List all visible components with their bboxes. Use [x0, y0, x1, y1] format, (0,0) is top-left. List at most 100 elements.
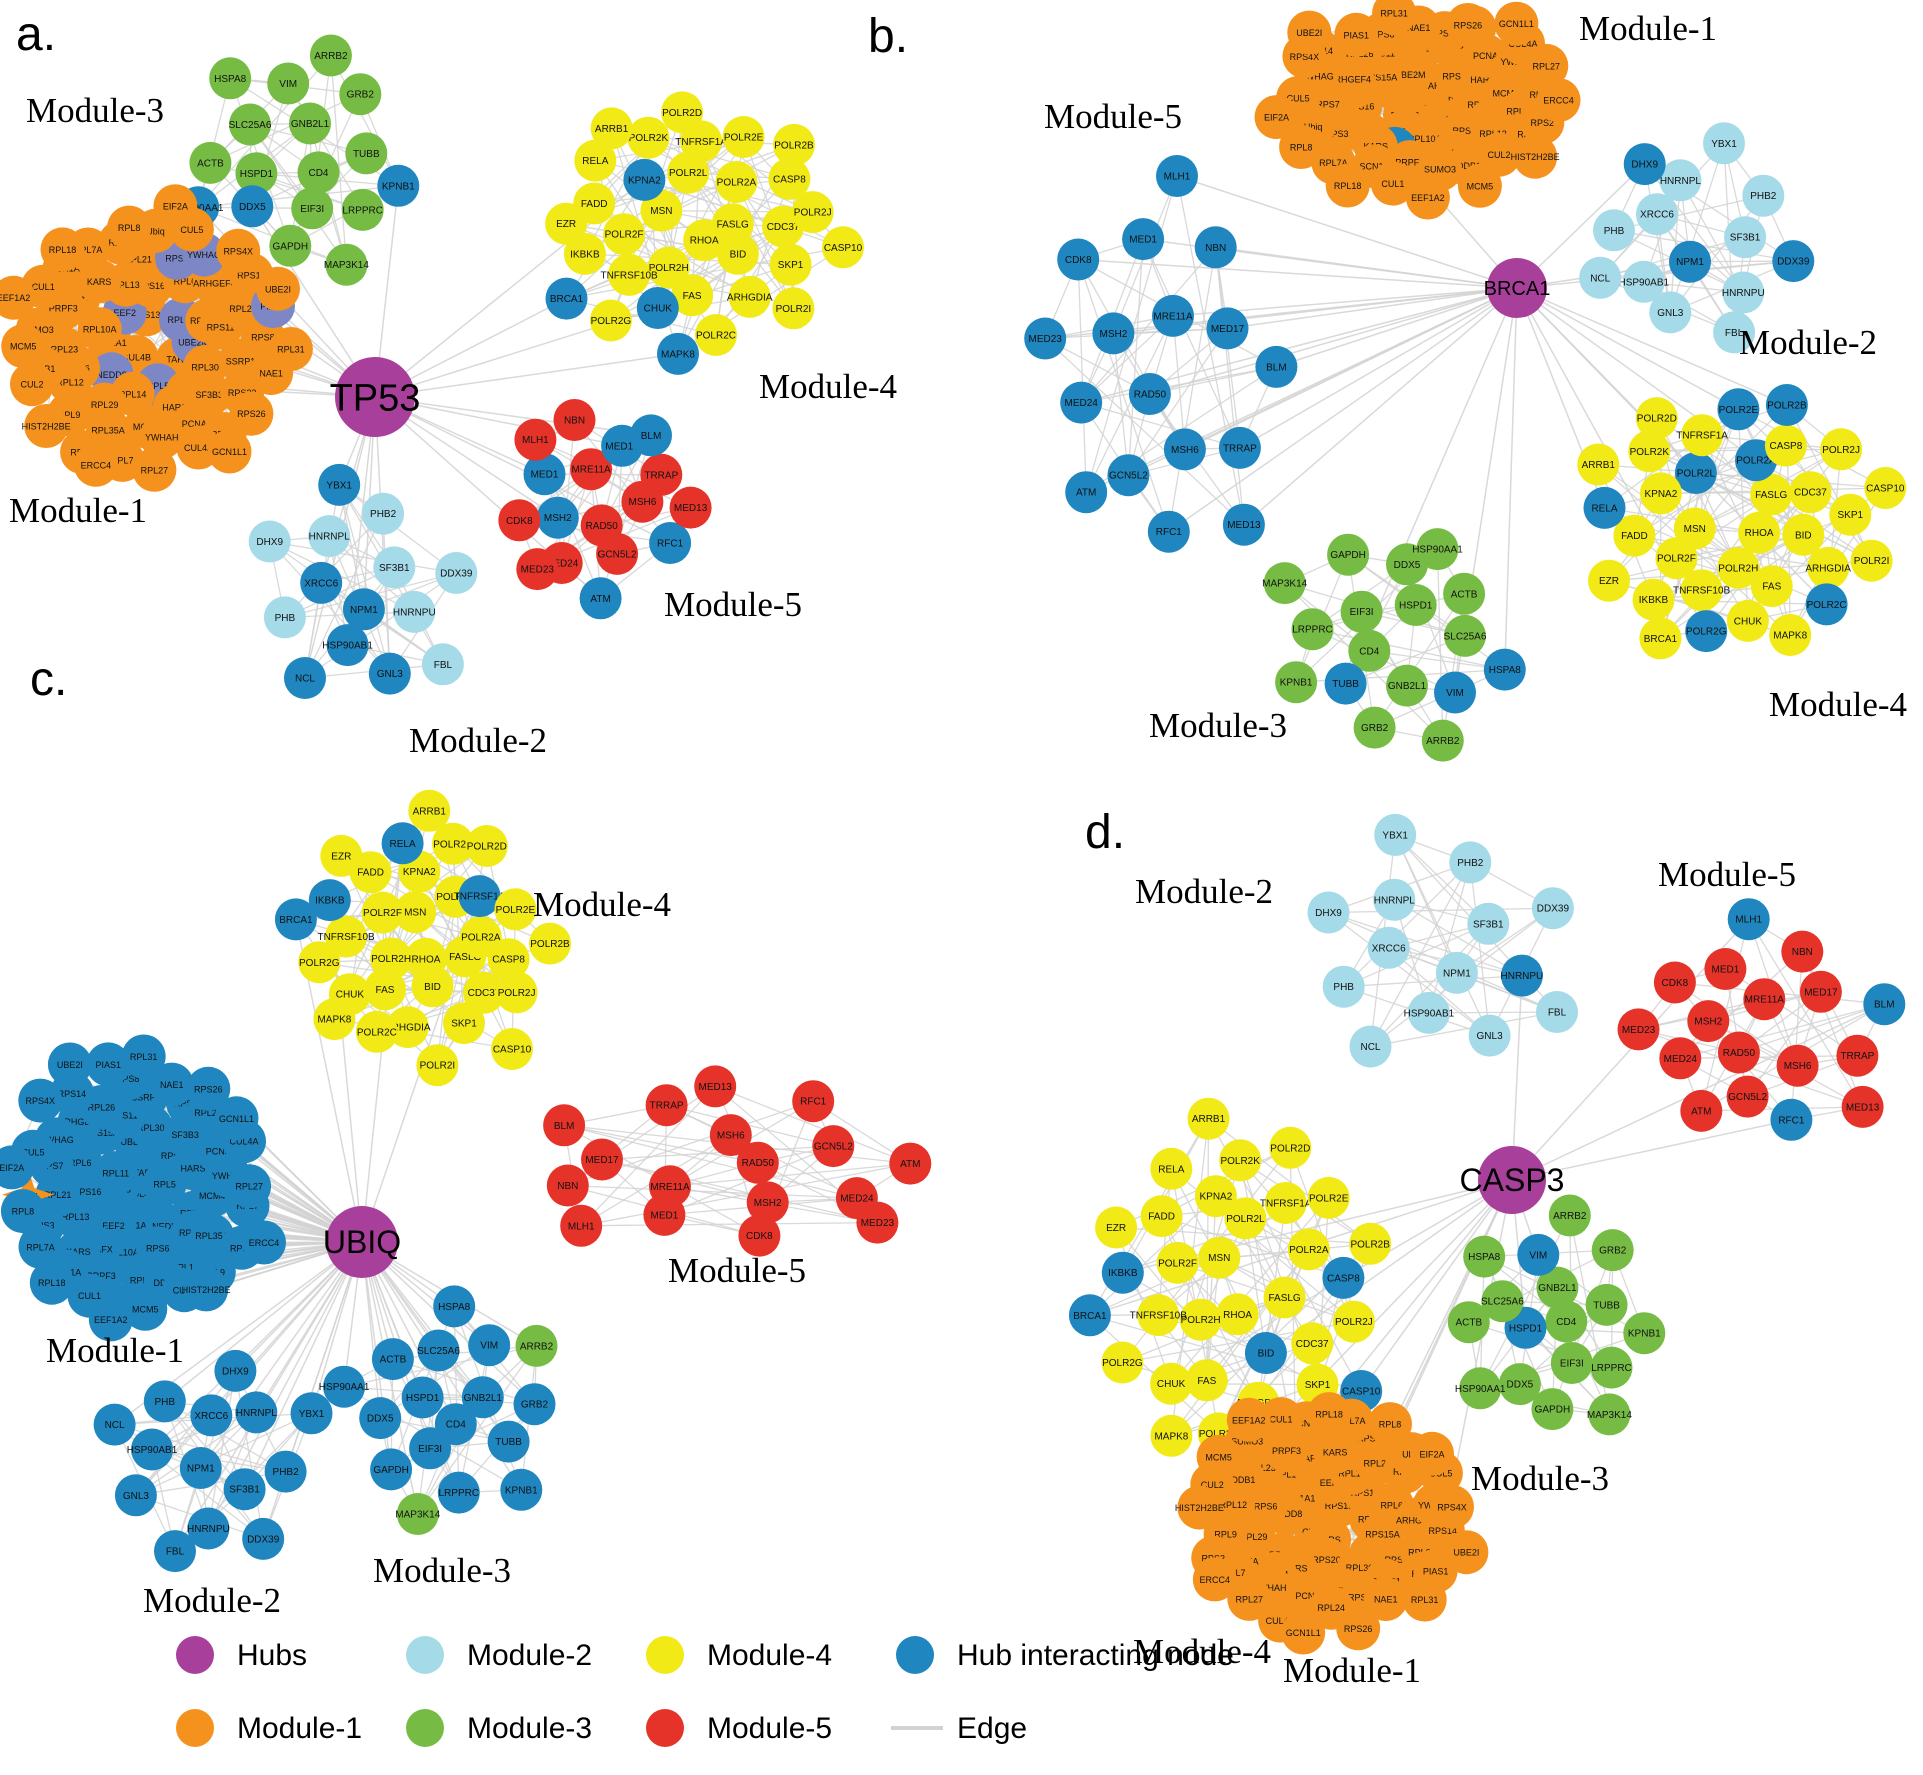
node-label-RPS3: RPS3 [1357, 1433, 1381, 1443]
node-MSN: MSN [394, 891, 437, 934]
node-label-MED1: MED1 [1712, 965, 1740, 976]
node-label-PCNA: PCNA [206, 1146, 231, 1156]
node-label-POLR2I: POLR2I [1854, 556, 1890, 567]
node-POLR2B: POLR2B [1765, 384, 1808, 426]
node-label-RPL12: RPL12 [1220, 1500, 1248, 1510]
node-FAS: FAS [671, 274, 714, 317]
node-POLR2B: POLR2B [529, 922, 571, 965]
node-label-POLR2H: POLR2H [371, 954, 411, 965]
node-TNFRSF10B: TNFRSF10B [1130, 1294, 1187, 1337]
node-label-CUL1: CUL1 [32, 282, 55, 292]
node-label-MED24: MED24 [545, 559, 579, 570]
node-label-RPL31: RPL31 [1411, 1595, 1439, 1605]
node-ARHGDIA: ARHGDIA [385, 1006, 431, 1049]
node-label-RPL9: RPL9 [58, 410, 81, 420]
legend-item-module-5: Module-5 [646, 1709, 832, 1747]
node-label-RPL18: RPL18 [1334, 181, 1362, 191]
legend-item-hubs: Hubs [176, 1636, 307, 1674]
node-MED24: MED24 [1060, 381, 1103, 424]
node-MAPK8: MAPK8 [1150, 1414, 1193, 1457]
node-BID: BID [1244, 1332, 1287, 1374]
node-CDC37: CDC37 [463, 971, 505, 1014]
node-label-EEF1A2: EEF1A2 [1232, 1415, 1266, 1425]
node-ACTB: ACTB [189, 141, 232, 184]
node-label-POLR2J: POLR2J [1822, 445, 1860, 456]
node-label-GRB2: GRB2 [347, 90, 375, 101]
node-EEF1A2: EEF1A2 [88, 1297, 133, 1342]
node-label-CUL2: CUL2 [20, 380, 43, 390]
node-label-XRCC6: XRCC6 [304, 578, 338, 589]
node-CD4: CD4 [1348, 629, 1391, 672]
node-TNFRSF10B: TNFRSF10B [1673, 569, 1731, 612]
node-label-BLM: BLM [1266, 362, 1287, 373]
node-label-POLR2H: POLR2H [1181, 1315, 1221, 1326]
node-label-FASLG: FASLG [449, 952, 481, 963]
node-POLR2L: POLR2L [1224, 1197, 1267, 1240]
node-label-ARHGDIA: ARHGDIA [1805, 563, 1851, 574]
node-RPS26: RPS26 [186, 1066, 231, 1111]
node-label-HSPA8: HSPA8 [438, 1302, 470, 1313]
node-NBN: NBN [1781, 930, 1824, 973]
node-TRRAP: TRRAP [1218, 426, 1261, 469]
node-UBE2I: UBE2I [47, 1042, 92, 1087]
node-HNRNPL: HNRNPL [1373, 878, 1416, 921]
cluster-label-c-module-1: Module-1 [46, 1331, 184, 1370]
node-label-RPS4X: RPS4X [223, 246, 253, 256]
node-UBE2I: UBE2I [1444, 1530, 1489, 1575]
node-label-RPL24: RPL24 [194, 1108, 222, 1118]
node-SKP1: SKP1 [1829, 493, 1872, 536]
node-label-RPL31: RPL31 [130, 1052, 158, 1062]
node-SF3B1: SF3B1 [1724, 216, 1767, 259]
node-POLR2K: POLR2K [432, 822, 474, 865]
node-label-RPS26: RPS26 [237, 409, 266, 419]
node-label-NEDD8: NEDD8 [152, 1222, 183, 1232]
node-label-BRCA1: BRCA1 [1073, 1311, 1107, 1322]
node-label-MAPK8: MAPK8 [661, 349, 695, 360]
node-label-MSH2: MSH2 [1100, 329, 1128, 340]
cluster-label-b-module-1: Module-1 [1579, 9, 1717, 48]
node-label-POLR2B: POLR2B [1767, 401, 1807, 412]
legend-label: Module-5 [707, 1712, 832, 1745]
node-MED17: MED17 [1206, 307, 1249, 350]
nodes-layer-a: CD4 HSPD1 GNB2L1 EIF3I SLC25A6 TUBB DDX5 VIM LRP… [0, 34, 864, 699]
node-MLH1: MLH1 [514, 418, 557, 461]
node-EIF3I: EIF3I [1550, 1342, 1593, 1384]
node-label-EIF2A: EIF2A [0, 1163, 24, 1173]
node-label-KPNA2: KPNA2 [1200, 1192, 1233, 1203]
node-label-IKBKB: IKBKB [1108, 1268, 1138, 1279]
node-EZR: EZR [1095, 1206, 1138, 1249]
node-FADD: FADD [1140, 1195, 1183, 1238]
node-label-CHUK: CHUK [644, 304, 673, 315]
node-CASP8: CASP8 [1764, 424, 1807, 467]
node-label-FADD: FADD [1148, 1212, 1175, 1223]
node-label-BID: BID [1795, 530, 1812, 541]
node-label-CUL4B: CUL4B [122, 353, 151, 363]
node-label-HSPD1: HSPD1 [406, 1393, 440, 1404]
node-CDK8: CDK8 [738, 1214, 781, 1257]
node-label-NAE1: NAE1 [160, 1080, 184, 1090]
node-FASLG: FASLG [1263, 1276, 1306, 1319]
node-label-SCN1A: SCN1A [1291, 1419, 1321, 1429]
node-label-XRCC6: XRCC6 [194, 1411, 228, 1422]
node-label-MAP3K14: MAP3K14 [1262, 579, 1307, 590]
node-label-RPL27: RPL27 [235, 1182, 263, 1192]
node-POLR2G: POLR2G [1685, 610, 1728, 653]
node-POLR2J: POLR2J [495, 971, 538, 1014]
node-label-GAPDH: GAPDH [1330, 550, 1366, 561]
node-label-BRCA1: BRCA1 [550, 294, 584, 305]
labels-layer-a: Module-3 Module-4 Module-1 Module-2 Module-5 [9, 91, 897, 760]
node-label-RELA: RELA [1591, 503, 1617, 514]
node-RAD50: RAD50 [1717, 1031, 1760, 1074]
node-label-POLR2I: POLR2I [776, 304, 812, 315]
node-CD4: CD4 [297, 151, 340, 194]
node-label-YWHAH: YWHAH [1253, 1583, 1287, 1593]
node-label-DDX39: DDX39 [1777, 257, 1810, 268]
node-label-GCN5L2: GCN5L2 [598, 549, 637, 560]
node-MED1: MED1 [643, 1193, 686, 1236]
node-label-BRCA1: BRCA1 [279, 915, 313, 926]
node-label-RPL35A: RPL35A [91, 425, 125, 435]
node-label-ACTB: ACTB [1451, 589, 1478, 600]
node-label-TNFRSF10B: TNFRSF10B [600, 270, 658, 281]
node-POLR2G: POLR2G [298, 941, 341, 984]
node-label-POLR2C: POLR2C [357, 1027, 397, 1038]
